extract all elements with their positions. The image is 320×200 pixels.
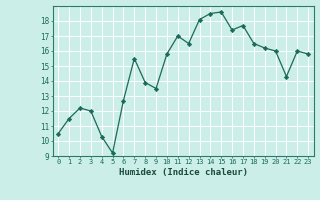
X-axis label: Humidex (Indice chaleur): Humidex (Indice chaleur) (119, 168, 248, 177)
